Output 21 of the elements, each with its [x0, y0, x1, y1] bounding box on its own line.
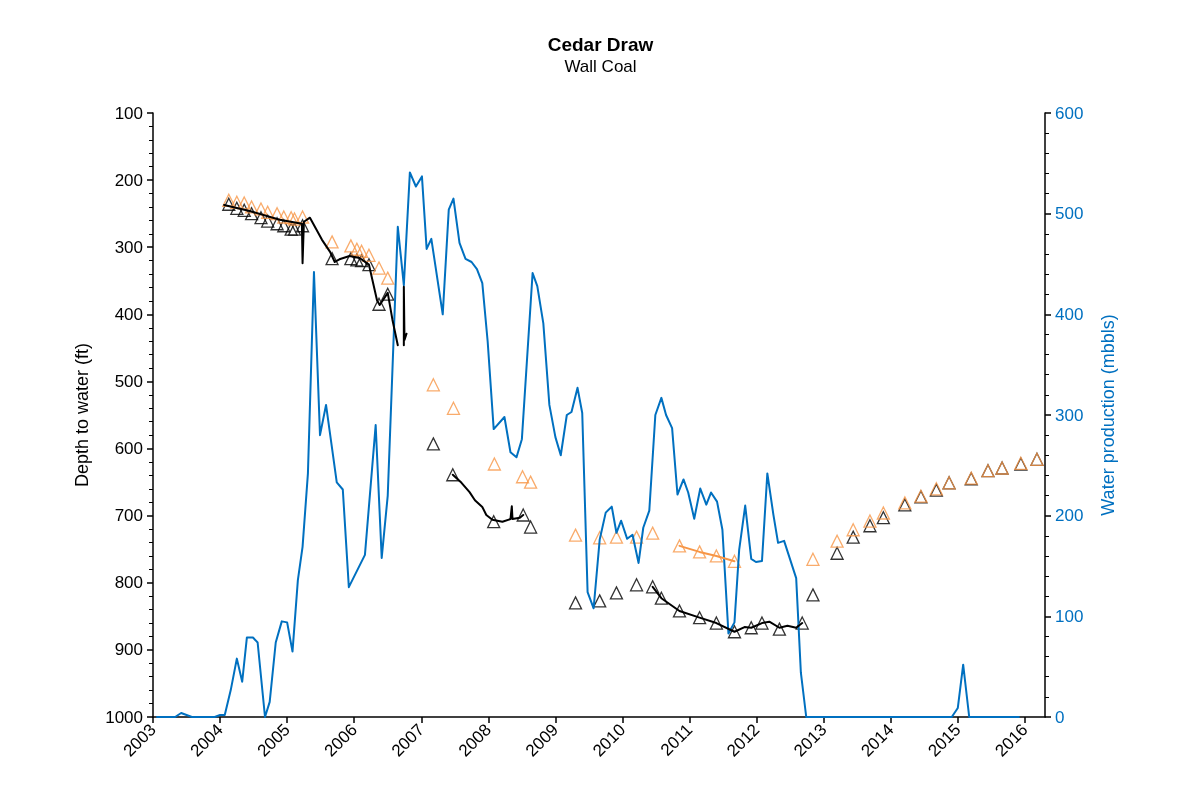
y-tick-label: 1000: [105, 707, 143, 727]
y2-tick-label: 500: [1055, 204, 1084, 224]
y-axis-title: Depth to water (ft): [72, 342, 92, 488]
y-tick-label: 500: [114, 371, 143, 391]
y-tick-label: 800: [114, 573, 143, 593]
y2-tick-label: 300: [1055, 405, 1084, 425]
y2-tick-label: 400: [1055, 304, 1084, 324]
y2-tick-label: 100: [1055, 606, 1084, 626]
y-tick-label: 300: [114, 237, 143, 257]
chart-title: Cedar Draw: [547, 34, 654, 55]
y2-tick-label: 600: [1055, 103, 1084, 123]
chart-subtitle: Wall Coal: [564, 57, 637, 76]
y2-tick-label: 200: [1055, 506, 1084, 526]
y2-axis-title: Water production (mbbls): [1098, 314, 1118, 516]
y-tick-label: 900: [114, 640, 143, 660]
y-tick-label: 200: [114, 170, 143, 190]
y-tick-label: 400: [114, 304, 143, 324]
y-tick-label: 700: [114, 506, 143, 526]
y-tick-label: 100: [114, 103, 143, 123]
y2-tick-label: 0: [1055, 707, 1065, 727]
y-tick-label: 600: [114, 439, 143, 459]
